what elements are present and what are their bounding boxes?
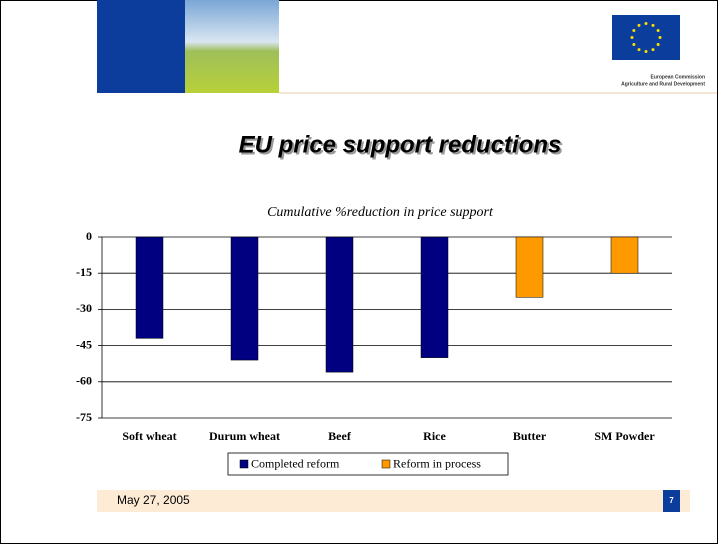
- legend-box: [227, 452, 509, 476]
- flag-stars: [630, 22, 662, 53]
- bar: [135, 236, 164, 339]
- footer-date: May 27, 2005: [117, 493, 190, 507]
- flag-star: [632, 29, 636, 32]
- bar: [515, 236, 544, 298]
- y-tick-label: -15: [76, 265, 92, 279]
- plot: 0 -15 -30 -45 -60 -75 Soft wheat Durum wheat Bee…: [76, 229, 672, 443]
- flag-star: [644, 22, 648, 25]
- bar: [610, 236, 639, 274]
- y-tick-label: -60: [76, 374, 92, 388]
- y-tick-label: -30: [76, 301, 92, 315]
- chart-subtitle: Cumulative %reduction in price support: [267, 205, 494, 220]
- flag-star: [632, 43, 636, 46]
- flag-star: [637, 48, 641, 52]
- flag-star: [630, 36, 634, 39]
- x-tick-label: SM Powder: [594, 429, 655, 443]
- bar: [420, 236, 449, 358]
- title-shadow: EU price support reductions: [241, 133, 564, 160]
- legend-label: Completed reform: [251, 456, 340, 470]
- flag-star: [651, 48, 655, 52]
- legend: Completed reform Reform in process: [239, 456, 481, 470]
- eu-flag: [612, 15, 680, 60]
- y-tick-label: -75: [76, 410, 92, 424]
- org-line2: Agriculture and Rural Development: [621, 81, 705, 87]
- legend-swatch: [381, 459, 391, 469]
- flag-star: [644, 50, 648, 53]
- legend-swatch: [239, 459, 249, 469]
- x-tick-label: Rice: [423, 429, 446, 443]
- chart-title: EU price support reductions: [239, 131, 562, 158]
- bar: [230, 236, 259, 361]
- x-tick-label: Butter: [513, 429, 547, 443]
- flag-star: [656, 29, 660, 32]
- legend-label: Reform in process: [393, 456, 481, 470]
- page-number: 7: [669, 496, 674, 505]
- y-tick-label: -45: [76, 337, 92, 351]
- x-tick-label: Beef: [328, 429, 352, 443]
- footer-band: [97, 490, 690, 512]
- flag-star: [637, 23, 641, 27]
- bar: [325, 236, 354, 373]
- flag-star: [651, 23, 655, 27]
- org-line1: European Commission: [651, 74, 705, 80]
- x-tick-label: Soft wheat: [122, 429, 176, 443]
- page-box: [663, 490, 680, 512]
- flag-star: [658, 36, 662, 39]
- flag-star: [656, 43, 660, 46]
- header-photo: [185, 0, 279, 93]
- x-tick-label: Durum wheat: [209, 429, 280, 443]
- header-block: [97, 0, 185, 93]
- y-tick-label: 0: [86, 229, 92, 243]
